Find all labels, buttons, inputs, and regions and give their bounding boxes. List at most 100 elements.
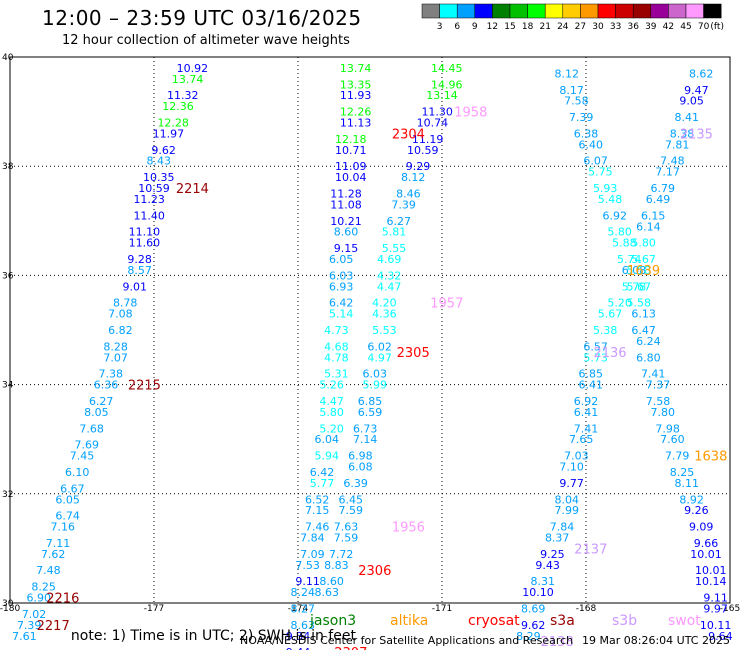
wave-height-label-cryosat: 8.17 bbox=[559, 84, 584, 97]
wave-height-label-jason3: 5.31 bbox=[324, 368, 349, 381]
wave-height-label-s3b: 9.47 bbox=[684, 84, 709, 97]
wave-height-label-s3b: 10.11 bbox=[700, 619, 732, 632]
pass-time-label: 1958 bbox=[454, 106, 487, 121]
wave-height-label-altika: 6.02 bbox=[367, 340, 392, 353]
wave-height-label-s3b: 6.79 bbox=[651, 182, 676, 195]
colorbar-swatch bbox=[562, 3, 581, 19]
wave-height-label-jason3: 5.94 bbox=[315, 450, 340, 463]
wave-height-label-jason3: 10.71 bbox=[335, 144, 367, 157]
wave-height-label-cryosat: 5.88 bbox=[612, 237, 637, 250]
wave-height-label-cryosat: 5.93 bbox=[593, 182, 618, 195]
wave-height-label-s3b: 6.14 bbox=[636, 220, 661, 233]
wave-height-label-jason3: 7.09 bbox=[300, 548, 325, 561]
pass-time-label: 2135 bbox=[680, 127, 713, 142]
wave-height-label-jason3: 7.46 bbox=[305, 521, 330, 534]
wave-height-label-s3a: 6.74 bbox=[55, 510, 80, 523]
colorbar-label: 42 bbox=[663, 22, 674, 32]
colorbar-swatch bbox=[580, 3, 599, 19]
wave-height-label-s3a: 11.97 bbox=[153, 127, 185, 140]
y-tick-label: 36 bbox=[2, 271, 14, 281]
wave-height-label-cryosat: 6.92 bbox=[574, 395, 599, 408]
wave-height-label-cryosat: 5.38 bbox=[593, 324, 618, 337]
wave-height-label-jason3: 11.09 bbox=[335, 160, 367, 173]
wave-height-label-s3a: 7.69 bbox=[75, 439, 100, 452]
wave-height-label-cryosat: 9.77 bbox=[559, 477, 584, 490]
wave-height-label-cryosat: 6.85 bbox=[579, 368, 604, 381]
y-tick-label: 30 bbox=[2, 599, 14, 609]
pass-time-label: 2305 bbox=[397, 346, 430, 361]
wave-height-label-cryosat: 6.08 bbox=[622, 264, 647, 277]
wave-height-label-s3b: 5.80 bbox=[631, 237, 656, 250]
wave-height-label-jason3: 8.27 bbox=[291, 602, 316, 615]
pass-time-label: 2304 bbox=[392, 127, 425, 142]
satellite-legend-altika: altika bbox=[390, 613, 428, 629]
wave-height-label-jason3: 13.74 bbox=[340, 62, 372, 75]
wave-height-label-s3a: 7.39 bbox=[17, 619, 42, 632]
wave-height-label-s3b: 6.47 bbox=[631, 324, 656, 337]
wave-height-label-cryosat: 6.07 bbox=[583, 155, 608, 168]
colorbar-label: 21 bbox=[539, 22, 550, 32]
wave-height-label-s3a: 12.28 bbox=[157, 117, 189, 130]
pass-time-label: 2217 bbox=[37, 619, 70, 634]
wave-height-label-s3a: 8.05 bbox=[84, 406, 109, 419]
wave-height-label-s3b: 9.05 bbox=[679, 95, 704, 108]
wave-height-label-jason3: 5.77 bbox=[310, 477, 335, 490]
wave-height-label-s3a: 11.60 bbox=[129, 237, 161, 250]
colorbar-label: 3 bbox=[437, 22, 443, 32]
wave-height-label-altika: 5.99 bbox=[363, 379, 388, 392]
wave-height-label-jason3: 9.11 bbox=[295, 575, 320, 588]
wave-height-label-jason3: 4.73 bbox=[324, 324, 349, 337]
wave-height-label-s3a: 6.36 bbox=[94, 379, 119, 392]
pass-time-label: 2306 bbox=[358, 564, 391, 579]
pass-time-label: 2215 bbox=[128, 379, 161, 394]
wave-height-label-altika: 11.19 bbox=[412, 133, 444, 146]
pass-time-label: 2307 bbox=[334, 646, 367, 650]
wave-height-label-cryosat: 8.04 bbox=[555, 493, 580, 506]
wave-height-label-altika: 7.14 bbox=[353, 433, 378, 446]
wave-height-label-s3b: 7.48 bbox=[660, 155, 685, 168]
wave-height-label-cryosat: 5.78 bbox=[622, 280, 647, 293]
wave-height-label-s3b: 7.80 bbox=[651, 406, 676, 419]
wave-height-label-s3a: 8.57 bbox=[127, 264, 152, 277]
colorbar-swatch bbox=[509, 3, 528, 19]
wave-height-label-s3b: 9.97 bbox=[703, 602, 728, 615]
wave-height-label-altika: 9.29 bbox=[406, 160, 431, 173]
satellite-legend-swot: swot bbox=[668, 613, 701, 629]
wave-height-label-jason3: 10.04 bbox=[335, 171, 367, 184]
wave-height-label-cryosat: 5.48 bbox=[598, 193, 623, 206]
wave-height-label-s3a: 7.38 bbox=[99, 368, 124, 381]
colorbar-swatch bbox=[703, 3, 722, 19]
wave-height-label-jason3: 8.63 bbox=[291, 619, 316, 632]
wave-height-label-altika: 5.81 bbox=[382, 226, 407, 239]
wave-height-label-jason3: 9.15 bbox=[334, 242, 359, 255]
wave-height-label-s3a: 9.01 bbox=[123, 280, 148, 293]
wave-height-label-s3a: 8.78 bbox=[113, 297, 138, 310]
wave-height-label-s3b: 10.14 bbox=[695, 575, 727, 588]
page-subtitle: 12 hour collection of altimeter wave hei… bbox=[62, 33, 350, 48]
wave-height-label-altika: 14.45 bbox=[431, 62, 463, 75]
wave-height-label-s3b: 7.17 bbox=[655, 166, 680, 179]
wave-height-label-jason3: 4.68 bbox=[324, 340, 349, 353]
wave-height-label-cryosat: 8.29 bbox=[516, 630, 541, 643]
wave-height-label-jason3: 9.44 bbox=[286, 646, 311, 650]
wave-height-label-s3a: 7.02 bbox=[22, 608, 47, 621]
colorbar-swatch bbox=[632, 3, 652, 19]
wave-height-label-s3b: 8.41 bbox=[675, 111, 700, 124]
colorbar-label: 33 bbox=[610, 22, 621, 32]
wave-height-label-s3b: 6.15 bbox=[641, 209, 666, 222]
wave-height-label-s3b: 6.49 bbox=[646, 193, 671, 206]
wave-height-label-jason3: 11.13 bbox=[340, 117, 372, 130]
wave-height-label-s3b: 8.38 bbox=[670, 127, 695, 140]
wave-height-label-cryosat: 6.92 bbox=[603, 209, 628, 222]
wave-height-label-s3a: 11.23 bbox=[133, 193, 165, 206]
wave-height-label-cryosat: 7.03 bbox=[564, 450, 589, 463]
colorbar-swatch bbox=[615, 3, 634, 19]
wave-height-label-jason3: 5.26 bbox=[319, 379, 344, 392]
wave-height-label-s3a: 7.08 bbox=[108, 308, 133, 321]
wave-height-label-jason3: 12.26 bbox=[340, 106, 372, 119]
x-tick-label: -171 bbox=[432, 604, 452, 614]
wave-height-label-altika: 6.39 bbox=[343, 477, 368, 490]
wave-height-label-cryosat: 7.65 bbox=[569, 433, 594, 446]
wave-height-label-s3b: 5.67 bbox=[631, 253, 656, 266]
wave-height-label-altika: 8.63 bbox=[315, 586, 340, 599]
